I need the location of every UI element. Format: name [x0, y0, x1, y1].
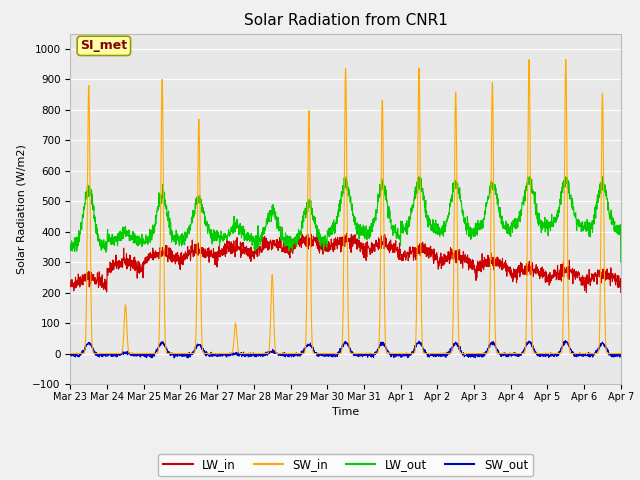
LW_in: [362, 245, 369, 251]
Line: LW_in: LW_in: [70, 233, 621, 293]
LW_in: [582, 290, 590, 296]
Line: SW_in: SW_in: [70, 60, 621, 354]
Line: SW_out: SW_out: [70, 341, 621, 358]
Title: Solar Radiation from CNR1: Solar Radiation from CNR1: [244, 13, 447, 28]
SW_in: [506, 351, 513, 357]
SW_out: [67, 352, 74, 358]
SW_out: [184, 355, 192, 361]
SW_in: [584, 351, 591, 357]
SW_out: [617, 352, 625, 358]
LW_out: [67, 242, 74, 248]
SW_out: [506, 351, 513, 357]
Y-axis label: Solar Radiation (W/m2): Solar Radiation (W/m2): [17, 144, 27, 274]
SW_out: [362, 352, 369, 358]
LW_out: [568, 206, 576, 212]
LW_out: [374, 203, 381, 208]
LW_in: [220, 245, 228, 251]
SW_in: [220, 351, 228, 357]
SW_out: [562, 338, 570, 344]
SW_in: [67, 351, 74, 357]
SW_out: [569, 348, 577, 354]
SW_out: [584, 353, 592, 359]
LW_out: [617, 259, 625, 265]
LW_in: [506, 265, 513, 271]
LW_out: [220, 237, 228, 242]
LW_out: [584, 227, 591, 232]
LW_in: [342, 230, 350, 236]
LW_out: [342, 174, 350, 180]
Line: LW_out: LW_out: [70, 177, 621, 262]
SW_in: [568, 351, 576, 357]
LW_out: [362, 235, 369, 241]
LW_in: [374, 241, 381, 247]
X-axis label: Time: Time: [332, 407, 359, 417]
LW_in: [584, 275, 592, 280]
Text: SI_met: SI_met: [80, 39, 127, 52]
LW_out: [506, 232, 513, 238]
SW_in: [562, 57, 570, 62]
SW_out: [220, 352, 228, 358]
LW_in: [67, 282, 74, 288]
LW_in: [617, 290, 625, 296]
SW_in: [617, 351, 625, 357]
SW_out: [374, 348, 381, 353]
Legend: LW_in, SW_in, LW_out, SW_out: LW_in, SW_in, LW_out, SW_out: [158, 454, 533, 476]
SW_in: [374, 350, 381, 356]
LW_in: [568, 265, 576, 271]
SW_in: [362, 351, 369, 357]
